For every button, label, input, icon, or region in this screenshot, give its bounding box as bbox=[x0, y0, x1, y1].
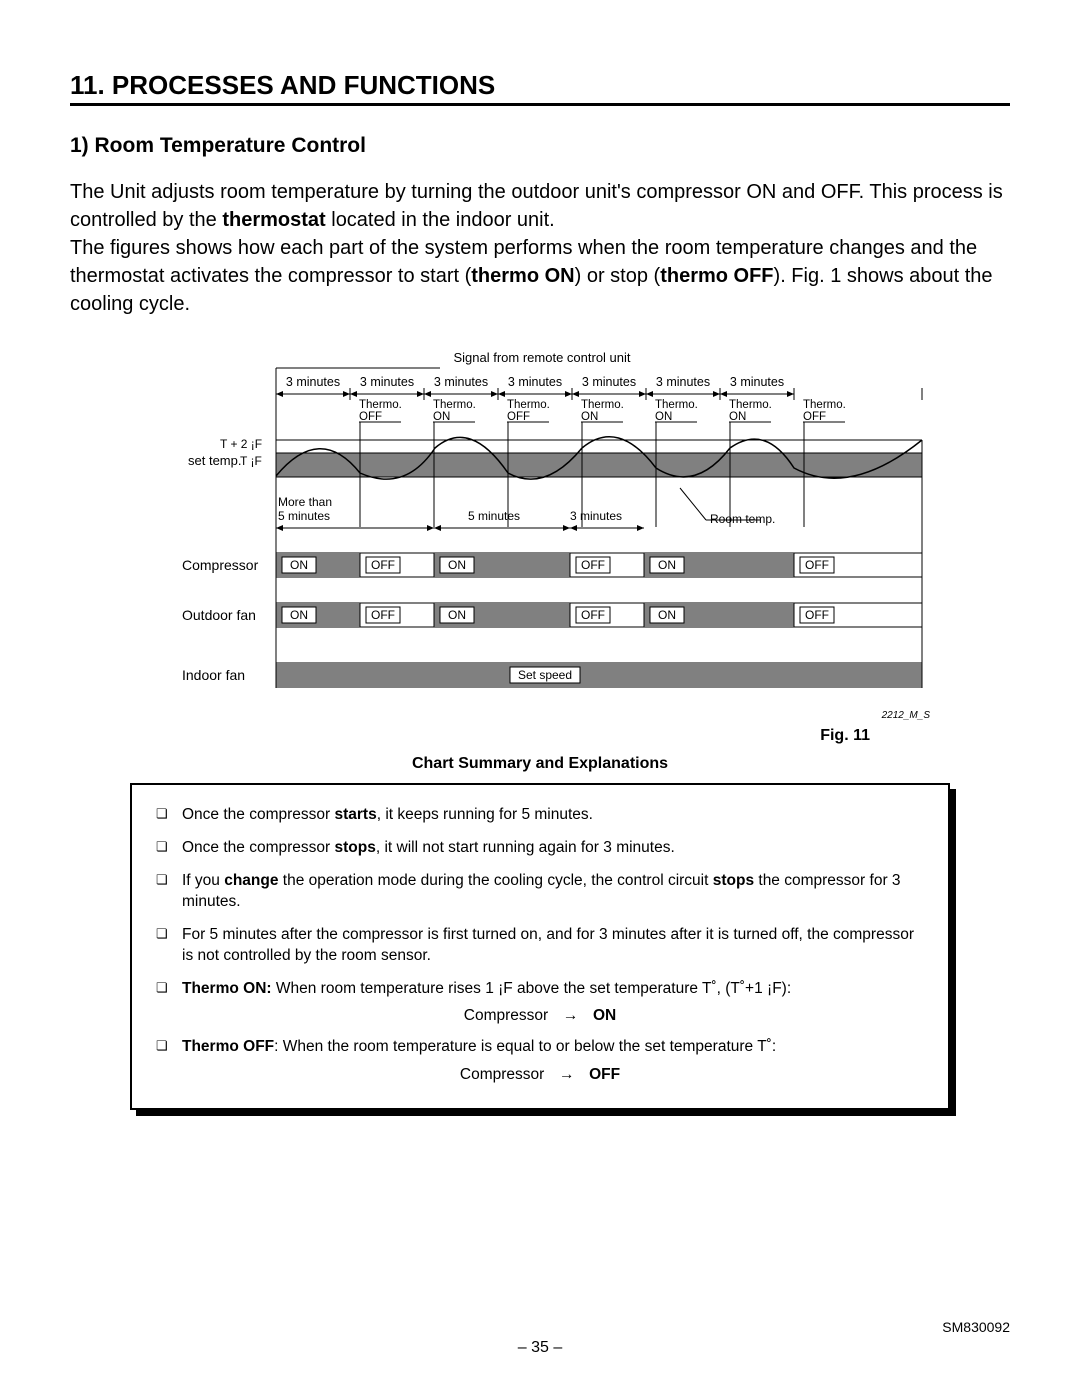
svg-text:ON: ON bbox=[658, 608, 676, 622]
svg-text:Indoor fan: Indoor fan bbox=[182, 667, 245, 683]
compressor-off-line: Compressor → OFF bbox=[154, 1066, 926, 1084]
svg-text:Set speed: Set speed bbox=[518, 668, 572, 682]
svg-text:Outdoor fan: Outdoor fan bbox=[182, 607, 256, 623]
svg-text:ON: ON bbox=[655, 411, 672, 423]
svg-text:Thermo.: Thermo. bbox=[729, 399, 772, 411]
svg-text:Signal from remote control uni: Signal from remote control unit bbox=[453, 350, 630, 365]
svg-text:Compressor: Compressor bbox=[182, 557, 259, 573]
svg-text:OFF: OFF bbox=[581, 558, 605, 572]
svg-text:OFF: OFF bbox=[803, 411, 826, 423]
timing-diagram-figure: Signal from remote control unit 3 minutes… bbox=[150, 348, 930, 745]
svg-text:ON: ON bbox=[448, 608, 466, 622]
svg-text:Thermo.: Thermo. bbox=[581, 399, 624, 411]
summary-bullet: For 5 minutes after the compressor is fi… bbox=[154, 919, 926, 973]
compressor-on-line: Compressor → ON bbox=[154, 1007, 926, 1025]
svg-text:T + 2 ¡F: T + 2 ¡F bbox=[220, 437, 262, 451]
summary-box: Once the compressor starts, it keeps run… bbox=[130, 783, 950, 1110]
svg-text:set temp.: set temp. bbox=[188, 453, 241, 468]
svg-text:OFF: OFF bbox=[507, 411, 530, 423]
svg-text:3 minutes: 3 minutes bbox=[360, 375, 414, 389]
svg-text:ON: ON bbox=[658, 558, 676, 572]
svg-text:More than: More than bbox=[278, 495, 332, 509]
document-code: SM830092 bbox=[942, 1319, 1010, 1335]
subsection-title: 1) Room Temperature Control bbox=[70, 134, 1010, 158]
figure-label: Fig. 11 bbox=[150, 727, 930, 745]
svg-text:3 minutes: 3 minutes bbox=[656, 375, 710, 389]
section-title: 11. PROCESSES AND FUNCTIONS bbox=[70, 70, 1010, 106]
svg-text:3 minutes: 3 minutes bbox=[286, 375, 340, 389]
svg-text:ON: ON bbox=[433, 411, 450, 423]
svg-text:3 minutes: 3 minutes bbox=[570, 509, 622, 523]
svg-text:T ¡F: T ¡F bbox=[240, 454, 262, 468]
svg-text:3 minutes: 3 minutes bbox=[434, 375, 488, 389]
svg-text:3 minutes: 3 minutes bbox=[730, 375, 784, 389]
summary-bullet: If you change the operation mode during … bbox=[154, 865, 926, 919]
figure-internal-code: 2212_M_S bbox=[882, 710, 930, 721]
page-number: – 35 – bbox=[0, 1339, 1080, 1357]
svg-text:3 minutes: 3 minutes bbox=[582, 375, 636, 389]
svg-text:ON: ON bbox=[290, 608, 308, 622]
svg-text:ON: ON bbox=[290, 558, 308, 572]
summary-bullet: Thermo ON: When room temperature rises 1… bbox=[154, 973, 926, 1006]
svg-text:3 minutes: 3 minutes bbox=[508, 375, 562, 389]
svg-text:ON: ON bbox=[448, 558, 466, 572]
svg-text:OFF: OFF bbox=[371, 558, 395, 572]
svg-text:Thermo.: Thermo. bbox=[655, 399, 698, 411]
svg-text:Thermo.: Thermo. bbox=[359, 399, 402, 411]
summary-bullet: Once the compressor starts, it keeps run… bbox=[154, 799, 926, 832]
svg-text:OFF: OFF bbox=[805, 558, 829, 572]
summary-bullet: Thermo OFF: When the room temperature is… bbox=[154, 1031, 926, 1064]
svg-text:Room temp.: Room temp. bbox=[710, 512, 775, 526]
svg-text:5 minutes: 5 minutes bbox=[278, 509, 330, 523]
svg-text:5 minutes: 5 minutes bbox=[468, 509, 520, 523]
svg-text:OFF: OFF bbox=[805, 608, 829, 622]
svg-text:ON: ON bbox=[729, 411, 746, 423]
svg-text:Thermo.: Thermo. bbox=[507, 399, 550, 411]
svg-text:OFF: OFF bbox=[581, 608, 605, 622]
svg-text:OFF: OFF bbox=[359, 411, 382, 423]
svg-text:Thermo.: Thermo. bbox=[803, 399, 846, 411]
body-paragraph: The Unit adjusts room temperature by tur… bbox=[70, 178, 1010, 318]
svg-text:OFF: OFF bbox=[371, 608, 395, 622]
summary-bullet-list: Once the compressor starts, it keeps run… bbox=[154, 799, 926, 1084]
svg-text:ON: ON bbox=[581, 411, 598, 423]
summary-box-title: Chart Summary and Explanations bbox=[70, 755, 1010, 773]
summary-bullet: Once the compressor stops, it will not s… bbox=[154, 832, 926, 865]
svg-text:Thermo.: Thermo. bbox=[433, 399, 476, 411]
